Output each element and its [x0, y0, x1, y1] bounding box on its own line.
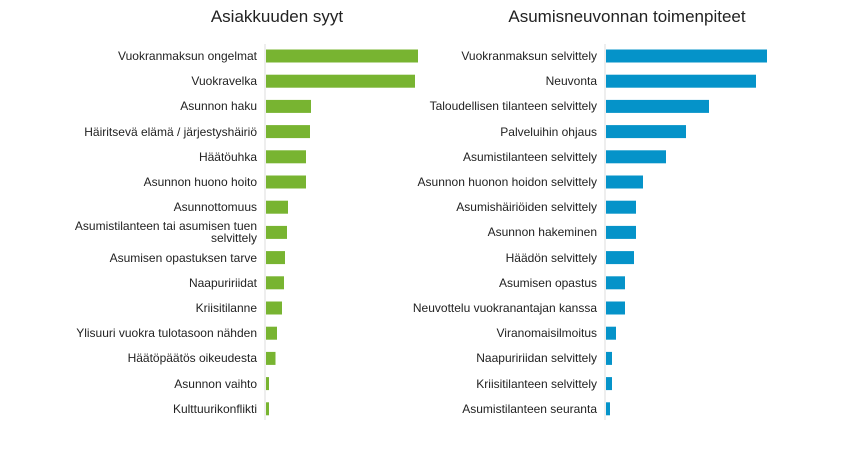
category-label: Asunnon hakeminen — [487, 225, 597, 240]
bar — [266, 99, 311, 113]
chart-title-left: Asiakkuuden syyt — [210, 7, 344, 26]
category-label: Vuokravelka — [191, 74, 257, 89]
bar — [606, 402, 610, 416]
bar — [266, 377, 269, 391]
category-label: Asunnon haku — [180, 99, 257, 114]
category-label: Kriisitilanteen selvittely — [476, 376, 597, 391]
bar — [266, 402, 269, 416]
bar — [266, 225, 287, 239]
bar — [266, 276, 284, 290]
bar — [606, 99, 709, 113]
category-label: Vuokranmaksun selvittely — [461, 49, 597, 63]
bar — [606, 49, 767, 63]
bar — [266, 251, 285, 265]
bar — [606, 125, 686, 139]
bar — [606, 150, 666, 164]
category-label: Viranomaisilmoitus — [496, 326, 597, 341]
bar — [606, 74, 756, 88]
category-label: Häätöuhka — [198, 149, 257, 164]
category-label: Ylisuuri vuokra tulotasoon nähden — [76, 326, 257, 341]
category-label: Asunnon huonon hoidon selvittely — [417, 175, 597, 189]
category-label: Asumisen opastuksen tarve — [109, 250, 257, 265]
bar — [606, 301, 625, 315]
category-label: Taloudellisen tilanteen selvittely — [429, 99, 597, 114]
category-label: Häädön selvittely — [505, 250, 597, 265]
bar — [606, 351, 612, 365]
bar — [266, 175, 306, 189]
bar — [266, 49, 418, 63]
category-label: Neuvonta — [545, 74, 597, 89]
category-label: Asumishäiriöiden selvittely — [456, 200, 597, 215]
category-label: Neuvottelu vuokranantajan kanssa — [412, 301, 597, 315]
category-label: Kriisitilanne — [195, 301, 257, 315]
bar — [266, 200, 288, 214]
bar — [266, 150, 306, 164]
category-label: Asumistilanteen tai asumisen tuen selvit… — [74, 219, 257, 246]
bar — [606, 225, 636, 239]
category-label: Häätöpäätös oikeudesta — [127, 351, 257, 366]
category-label: Asumisen opastus — [498, 275, 597, 290]
bar — [606, 200, 636, 214]
category-label: Asumistilanteen seuranta — [462, 401, 597, 416]
chart-title-right: Asumisneuvonnan toimenpiteet — [508, 7, 746, 26]
category-label: Asunnon vaihto — [174, 376, 257, 391]
bar — [266, 301, 282, 315]
category-label: Kulttuurikonflikti — [172, 401, 257, 416]
bar — [606, 377, 612, 391]
category-label: Palveluihin ohjaus — [500, 124, 597, 139]
category-label: Asunnottomuus — [173, 200, 257, 215]
bar — [606, 326, 616, 340]
category-label: Naapuririidan selvittely — [476, 351, 597, 366]
bar — [266, 326, 277, 340]
bar — [266, 74, 415, 88]
bar — [266, 125, 310, 139]
bar — [266, 351, 276, 365]
bar — [606, 276, 625, 290]
bar — [606, 251, 634, 265]
category-label: Asunnon huono hoito — [143, 175, 257, 189]
category-label: Asumistilanteen selvittely — [462, 149, 597, 164]
bar — [606, 175, 643, 189]
category-label: Vuokranmaksun ongelmat — [118, 49, 257, 63]
category-label: Naapuririidat — [188, 275, 257, 290]
category-label: Häiritsevä elämä / järjestyshäiriö — [84, 124, 257, 139]
